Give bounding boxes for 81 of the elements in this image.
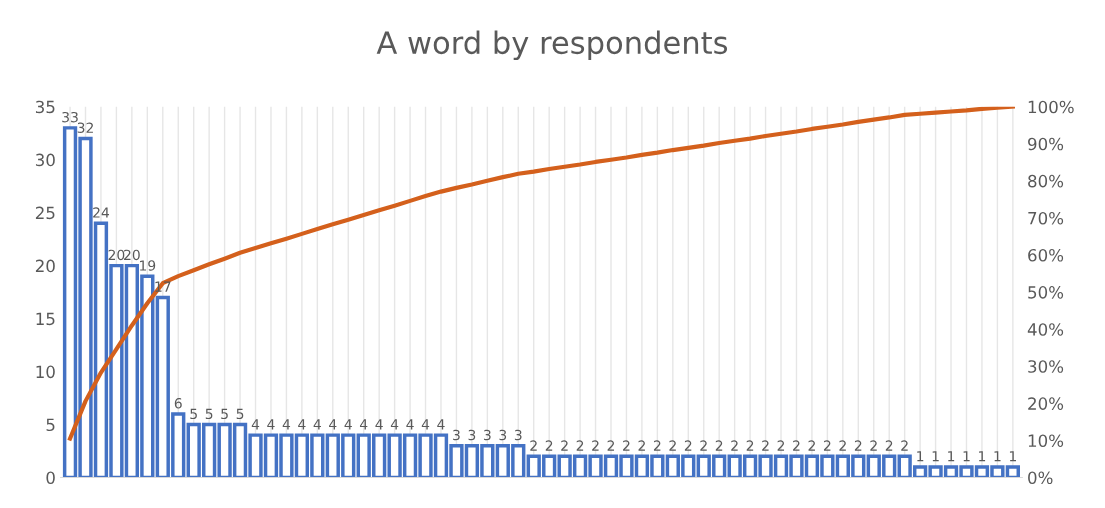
data-label: 2	[793, 440, 800, 451]
data-label: 2	[545, 440, 553, 451]
data-label: 2	[839, 440, 846, 451]
data-label: 2	[746, 440, 754, 451]
data-label: 32	[77, 122, 93, 133]
y-tick-label: 15	[36, 312, 55, 326]
y2-tick-label: 20%	[1028, 397, 1064, 410]
data-label: 3	[499, 429, 507, 441]
data-label: 2	[700, 440, 707, 451]
y-tick-label: 25	[35, 206, 55, 220]
y2-tick-label: 80%	[1028, 174, 1064, 188]
y2-tick-label: 60%	[1028, 248, 1064, 262]
chart-title: A word by respondents	[376, 30, 728, 61]
y2-tick-label: 90%	[1028, 137, 1064, 151]
data-label: 4	[267, 419, 275, 430]
data-label: 4	[437, 419, 445, 430]
data-label: 2	[715, 440, 723, 451]
data-label: 2	[901, 440, 908, 451]
data-label: 1	[1009, 451, 1016, 462]
data-label: 4	[298, 419, 306, 430]
data-label: 3	[468, 429, 476, 441]
data-label: 3	[514, 429, 522, 441]
data-label: 24	[93, 207, 110, 218]
data-label: 1	[948, 451, 955, 462]
y-tick-label: 20	[35, 259, 55, 273]
data-label: 4	[344, 419, 352, 430]
y-tick-label: 30	[35, 153, 55, 167]
data-label: 2	[623, 440, 630, 451]
data-label: 3	[453, 429, 460, 441]
data-label: 1	[979, 451, 986, 462]
data-label: 4	[375, 419, 383, 430]
data-label: 4	[329, 419, 337, 430]
y-tick-label: 10	[36, 365, 55, 379]
data-label: 1	[932, 451, 939, 462]
data-label: 2	[576, 440, 584, 451]
data-label: 20	[124, 249, 140, 261]
data-label: 20	[108, 249, 125, 261]
data-label: 4	[282, 419, 291, 430]
data-label: 4	[359, 419, 368, 430]
y2-tick-label: 50%	[1028, 286, 1064, 299]
y-tick-label: 0	[46, 471, 55, 485]
y2-tick-label: 10%	[1028, 434, 1064, 447]
y-tick-label: 35	[35, 100, 55, 114]
data-label: 33	[62, 111, 78, 123]
y2-tick-label: 100%	[1028, 100, 1074, 114]
data-label: 2	[592, 440, 599, 451]
y2-tick-label: 70%	[1028, 211, 1064, 225]
data-label: 6	[174, 397, 182, 409]
data-label: 5	[205, 408, 213, 420]
data-label: 2	[653, 440, 661, 451]
data-label: 2	[530, 440, 537, 451]
data-label: 2	[777, 440, 785, 451]
data-label: 2	[607, 440, 615, 451]
data-label: 2	[561, 440, 568, 451]
data-label: 2	[870, 440, 877, 451]
data-label: 2	[684, 440, 692, 451]
data-label: 2	[762, 440, 769, 451]
y-tick-label: 5	[46, 418, 55, 432]
data-label: 1	[917, 451, 924, 462]
data-label: 4	[390, 419, 399, 430]
data-label: 2	[854, 440, 862, 451]
data-label: 5	[190, 408, 197, 420]
data-label: 5	[236, 408, 244, 420]
data-label: 1	[994, 451, 1001, 462]
y2-tick-label: 40%	[1027, 323, 1064, 336]
data-label: 4	[313, 419, 321, 430]
data-label: 5	[221, 408, 228, 420]
data-label: 4	[421, 419, 430, 430]
data-label: 2	[808, 440, 815, 451]
y2-tick-label: 0%	[1028, 471, 1053, 485]
data-label: 2	[638, 440, 645, 451]
data-label: 2	[885, 440, 893, 451]
y2-tick-label: 30%	[1028, 360, 1064, 373]
data-label: 4	[406, 419, 414, 430]
data-label: 2	[669, 440, 676, 451]
data-label: 19	[140, 260, 156, 271]
data-label: 2	[823, 440, 831, 451]
data-label: 3	[484, 429, 491, 441]
data-label: 4	[251, 419, 260, 430]
data-label: 2	[731, 440, 738, 451]
data-label: 1	[963, 451, 970, 462]
